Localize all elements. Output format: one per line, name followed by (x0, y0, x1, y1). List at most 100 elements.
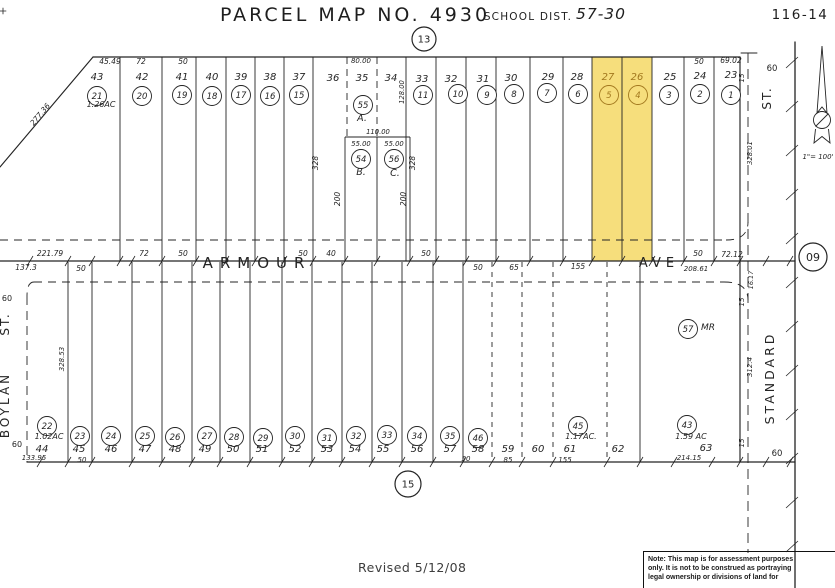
circled-number: 1 (721, 85, 741, 105)
map-book-page-ref: 116-14 (771, 7, 829, 23)
svg-text:26: 26 (170, 433, 181, 443)
scale-label: 1"= 100' (802, 153, 833, 161)
map-label: 34 (385, 73, 398, 84)
map-label: 45.49 (99, 57, 121, 66)
map-ref-circle: 09 (798, 242, 828, 272)
map-label: 50 (694, 57, 704, 66)
map-label: 137.3 (15, 263, 37, 272)
svg-text:3: 3 (666, 91, 671, 101)
school-district-value: 57-30 (575, 5, 627, 23)
map-label: 80.00 (351, 57, 372, 65)
map-label: 28 (571, 72, 584, 83)
dashed-lines (0, 53, 749, 553)
svg-text:45: 45 (573, 422, 584, 432)
svg-text:15: 15 (402, 480, 415, 491)
circled-number: 55 (353, 95, 373, 115)
map-label: 60 (767, 64, 778, 74)
map-label: 65 (509, 263, 519, 272)
svg-text:24: 24 (106, 432, 117, 442)
svg-text:7: 7 (544, 89, 550, 99)
map-label: 200 (399, 192, 408, 207)
map-label: 50 (227, 444, 240, 455)
map-label: 50 (178, 249, 188, 258)
svg-text:28: 28 (229, 433, 240, 443)
svg-text:8: 8 (511, 90, 517, 100)
map-label: 50 (78, 456, 87, 464)
circled-number: 32 (346, 426, 366, 446)
svg-text:15: 15 (294, 91, 305, 101)
map-label: MR (701, 323, 715, 333)
map-label: 128.00 (398, 80, 406, 104)
circled-number: 57 (678, 319, 698, 339)
map-label: 16.17 (747, 270, 755, 289)
map-label: 60 (12, 440, 22, 449)
circled-number: 46 (468, 428, 488, 448)
map-label: 37 (293, 72, 306, 83)
circled-number: 31 (317, 428, 337, 448)
svg-text:27: 27 (202, 432, 213, 442)
map-label: 110.00 (366, 128, 390, 136)
svg-text:55: 55 (358, 101, 369, 111)
block-outlines (0, 7, 796, 588)
circled-number: 34 (407, 426, 427, 446)
map-label: 40 (326, 249, 336, 258)
svg-text:33: 33 (382, 431, 393, 441)
svg-text:32: 32 (351, 432, 362, 442)
svg-text:11: 11 (418, 91, 429, 101)
map-label: 41 (176, 72, 189, 83)
map-label: 277.36 (28, 101, 52, 127)
map-label: 26 (631, 72, 644, 83)
map-label: 328 (408, 156, 417, 171)
map-label: 208.61 (684, 265, 709, 273)
map-label: 155 (571, 262, 586, 271)
map-label: 32 (445, 74, 458, 85)
map-label: 15 (738, 297, 746, 306)
svg-text:17: 17 (236, 91, 247, 101)
street-name-standard-st: ST. (760, 86, 774, 109)
svg-text:25: 25 (140, 432, 151, 442)
circled-number: 35 (440, 426, 460, 446)
svg-text:46: 46 (473, 434, 484, 444)
map-label: 35 (356, 73, 369, 84)
map-label: 69.02 (720, 56, 742, 65)
map-label: 214.15 (677, 454, 702, 462)
circled-number: 26 (165, 427, 185, 447)
map-label: 72.12 (721, 250, 743, 259)
circled-number: 2 (690, 84, 710, 104)
map-ref-circle: 15 (394, 470, 422, 498)
svg-text:9: 9 (484, 91, 489, 101)
north-arrow-icon (813, 45, 831, 145)
circled-number: 22 (37, 416, 57, 436)
map-label: 55.00 (351, 140, 370, 148)
survey-ticks (26, 56, 799, 553)
circled-number: 18 (202, 86, 222, 106)
map-label: 43 (91, 72, 104, 83)
note-line: only. It is not to be construed as portr… (648, 565, 792, 572)
circled-number: 17 (231, 85, 251, 105)
map-label: 60 (532, 444, 545, 455)
map-label: 72 (139, 249, 149, 258)
circled-number: 15 (289, 85, 309, 105)
circled-number: 29 (253, 428, 273, 448)
map-label: 53 (321, 444, 334, 455)
circled-number: 24 (101, 426, 121, 446)
map-label: 1.59 AC (675, 432, 707, 441)
assessment-note-box: Note: This map is for assessment purpose… (643, 551, 835, 588)
circled-number: 54 (351, 149, 371, 169)
map-label: 155 (558, 456, 572, 464)
svg-text:31: 31 (322, 434, 333, 444)
svg-text:18: 18 (207, 92, 218, 102)
circled-number: 23 (70, 426, 90, 446)
map-label: 47 (139, 444, 152, 455)
map-label: 312.4 (746, 357, 754, 377)
map-label: 57 (444, 444, 457, 455)
map-label: 72 (136, 57, 146, 66)
svg-text:29: 29 (258, 434, 269, 444)
map-label: 31 (477, 74, 490, 85)
map-label: 50 (421, 249, 431, 258)
map-label: C. (390, 168, 400, 179)
map-label: 328 (311, 156, 320, 171)
map-label: 48 (169, 444, 182, 455)
map-label: 24 (694, 71, 707, 82)
